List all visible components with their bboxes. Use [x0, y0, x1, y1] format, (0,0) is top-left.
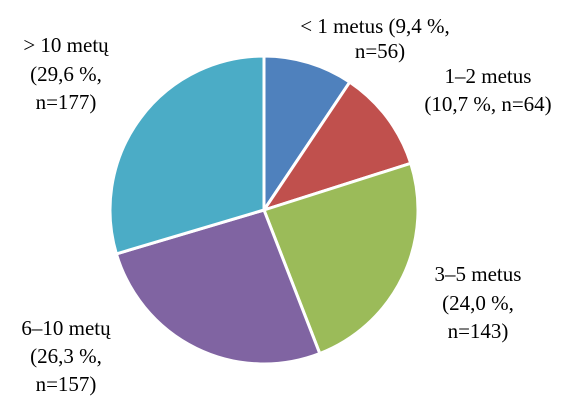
slice-label: > 10 metų [23, 33, 109, 57]
pie-slice [260, 80, 413, 213]
slice-label: (24,0 %, [442, 291, 514, 315]
slice-label: n=177) [36, 90, 97, 114]
slice-label: n=157) [36, 372, 97, 396]
slice-label: 3–5 metus [435, 262, 522, 286]
slice-label: < 1 metus (9,4 %, [300, 14, 450, 38]
pie-slice [262, 54, 352, 215]
slice-label: (10,7 %, n=64) [424, 92, 551, 116]
slice-label: (29,6 %, [30, 62, 102, 86]
pie-slice [108, 54, 266, 256]
slice-label: n=56) [355, 39, 405, 63]
slice-label: n=143) [448, 319, 509, 343]
pie-slice [114, 208, 322, 366]
slice-label: 6–10 metų [21, 316, 111, 340]
slice-label: 1–2 metus [445, 64, 532, 88]
slice-label: (26,3 %, [30, 344, 102, 368]
